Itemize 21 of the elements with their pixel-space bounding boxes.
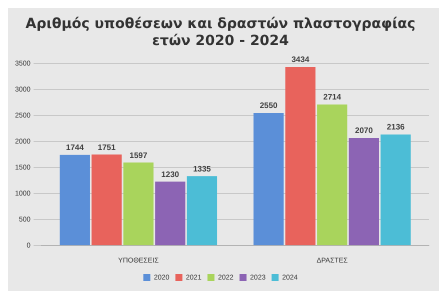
bar xyxy=(92,154,122,246)
data-label: 1744 xyxy=(66,143,84,152)
bar xyxy=(317,104,348,246)
data-label: 2136 xyxy=(386,122,406,132)
data-label: 2550 xyxy=(260,101,278,110)
data-label: 1597 xyxy=(130,150,148,160)
bar xyxy=(285,67,316,246)
bar xyxy=(155,182,186,246)
bar xyxy=(254,113,284,246)
data-label: 3434 xyxy=(291,55,310,64)
bar xyxy=(348,138,380,246)
bar xyxy=(123,162,154,246)
data-label: 1335 xyxy=(193,164,212,174)
bar xyxy=(380,134,411,246)
chart-title: Αριθμός υποθέσεων και δραστών πλαστογραφίας ετών 2020 - 2024 xyxy=(26,16,416,49)
data-label: 1751 xyxy=(98,142,116,152)
data-label: 2714 xyxy=(323,92,342,102)
data-label: 1230 xyxy=(161,170,180,179)
bar xyxy=(60,154,90,246)
bar xyxy=(186,176,218,246)
data-label: 2070 xyxy=(355,126,374,136)
